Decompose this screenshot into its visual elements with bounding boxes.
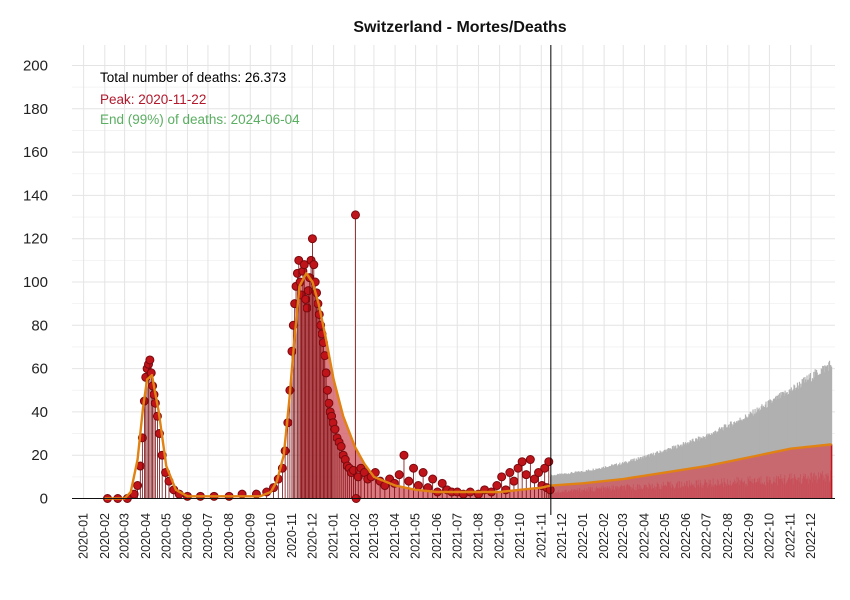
observed-point xyxy=(353,472,363,482)
y-tick-label: 100 xyxy=(23,274,48,291)
x-tick-label: 2022-12 xyxy=(804,513,818,559)
y-tick-label: 60 xyxy=(31,361,48,378)
x-tick-label: 2021-01 xyxy=(327,513,341,559)
observed-points xyxy=(103,210,555,503)
x-tick-label: 2021-11 xyxy=(534,513,548,558)
observed-point xyxy=(133,481,143,491)
x-tick-label: 2020-05 xyxy=(159,513,173,559)
observed-point xyxy=(336,442,346,452)
observed-point xyxy=(521,470,531,480)
peak-annotation: Peak: 2020-11-22 xyxy=(100,92,206,107)
y-tick-label: 0 xyxy=(40,491,48,508)
x-tick-label: 2022-10 xyxy=(762,513,776,559)
observed-point xyxy=(307,234,317,244)
x-tick-label: 2020-09 xyxy=(243,513,257,559)
x-tick-label: 2021-12 xyxy=(555,513,569,559)
x-tick-label: 2021-09 xyxy=(493,513,507,559)
chart-title: Switzerland - Mortes/Deaths xyxy=(353,19,566,36)
y-tick-label: 180 xyxy=(23,101,48,118)
fitted-area-fill xyxy=(299,273,832,499)
observed-point xyxy=(497,472,507,482)
fitted-model-line xyxy=(104,272,832,500)
x-tick-label: 2020-02 xyxy=(98,513,112,559)
observed-point xyxy=(350,210,360,220)
x-tick-label: 2020-10 xyxy=(264,513,278,559)
x-tick-label: 2021-02 xyxy=(348,513,362,559)
x-tick-label: 2020-03 xyxy=(118,513,132,559)
x-tick-label: 2022-04 xyxy=(637,513,651,559)
observed-point xyxy=(322,385,332,395)
y-tick-label: 40 xyxy=(31,404,48,421)
end-of-deaths-annotation: End (99%) of deaths: 2024-06-04 xyxy=(100,112,300,127)
observed-point xyxy=(418,468,428,478)
x-tick-label: 2020-11 xyxy=(285,513,299,558)
x-tick-label: 2020-08 xyxy=(222,513,236,559)
observed-point xyxy=(321,368,331,378)
observed-point xyxy=(413,481,423,491)
observed-point xyxy=(505,468,515,478)
y-tick-label: 160 xyxy=(23,144,48,161)
fitted-line xyxy=(104,272,832,500)
observed-point xyxy=(517,457,527,467)
x-tick-label: 2021-06 xyxy=(430,513,444,559)
x-tick-label: 2021-03 xyxy=(367,513,381,559)
y-tick-label: 120 xyxy=(23,231,48,248)
x-tick-label: 2020-01 xyxy=(77,513,91,559)
observed-point xyxy=(394,470,404,480)
x-tick-label: 2022-02 xyxy=(597,513,611,559)
fitted-area xyxy=(299,273,833,499)
grid xyxy=(72,45,835,499)
observed-point xyxy=(534,468,544,478)
x-tick-label: 2022-01 xyxy=(576,513,590,559)
y-tick-label: 140 xyxy=(23,187,48,204)
observed-point xyxy=(409,463,419,473)
observed-point xyxy=(509,476,519,486)
x-tick-label: 2021-08 xyxy=(471,513,485,559)
x-tick-label: 2021-05 xyxy=(409,513,423,559)
x-tick-label: 2022-11 xyxy=(784,513,798,558)
observed-point xyxy=(399,450,409,460)
observed-point xyxy=(544,457,554,467)
total-deaths-annotation: Total number of deaths: 26.373 xyxy=(100,70,286,85)
x-tick-label: 2022-09 xyxy=(742,513,756,559)
x-tick-label: 2021-07 xyxy=(450,513,464,559)
x-tick-label: 2020-12 xyxy=(305,513,319,559)
x-tick-label: 2022-03 xyxy=(616,513,630,559)
observed-point xyxy=(309,260,319,270)
observed-point xyxy=(145,355,155,365)
observed-point xyxy=(330,424,340,434)
x-tick-label: 2020-04 xyxy=(139,513,153,559)
x-tick-label: 2021-10 xyxy=(513,513,527,559)
observed-point xyxy=(324,398,334,408)
observed-point xyxy=(492,481,502,491)
observed-point xyxy=(428,474,438,484)
x-tick-label: 2020-07 xyxy=(201,513,215,559)
x-tick-label: 2021-04 xyxy=(388,513,402,559)
x-tick-label: 2020-06 xyxy=(180,513,194,559)
observed-point xyxy=(437,478,447,488)
observed-point xyxy=(404,476,414,486)
observed-point xyxy=(525,455,535,465)
observed-point xyxy=(299,260,309,270)
x-tick-label: 2022-08 xyxy=(721,513,735,559)
y-tick-label: 200 xyxy=(23,58,48,75)
x-tick-label: 2022-07 xyxy=(700,513,714,559)
y-tick-label: 80 xyxy=(31,317,48,334)
x-tick-label: 2022-06 xyxy=(679,513,693,559)
y-tick-label: 20 xyxy=(31,447,48,464)
axes: 0 20 40 60 80 100 120 140 160 180 200 2020-01 2020-0… xyxy=(23,45,835,559)
x-tick-label: 2022-05 xyxy=(658,513,672,559)
